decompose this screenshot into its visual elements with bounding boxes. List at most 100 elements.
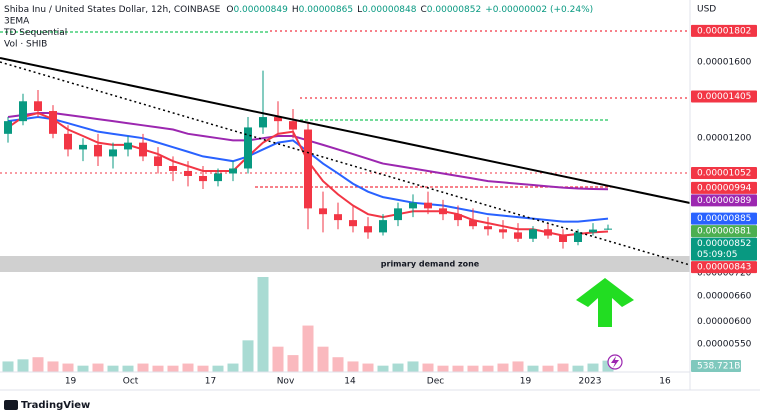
candle-body [424, 202, 432, 209]
candle-body [94, 144, 102, 157]
volume-bar [272, 346, 284, 372]
ohlc-value: 0.00000852 [427, 5, 481, 15]
x-tick-label: Oct [123, 377, 139, 387]
price-tag-label: 0.00000843 [697, 263, 751, 273]
candle-body [289, 121, 297, 130]
volume-bar [362, 363, 374, 372]
indicator-label: TD Sequential [3, 28, 67, 38]
price-tag-label: 0.00000885 [697, 214, 751, 224]
candle-body [4, 121, 12, 134]
legend-line: Shiba Inu / United States Dollar, 12h, C… [4, 5, 593, 15]
volume-bar [572, 365, 584, 372]
volume-bar [47, 361, 59, 372]
volume-bar [467, 365, 479, 372]
y-tick-label: 0.00000550 [697, 340, 752, 350]
candle-body [109, 149, 117, 157]
candle-body [229, 168, 237, 174]
x-tick-label: Nov [277, 377, 295, 387]
price-tag [691, 261, 757, 274]
candle-body [559, 235, 567, 242]
volume-bar [2, 361, 14, 372]
volume-bar [137, 363, 149, 372]
price-tag [691, 24, 757, 37]
volume-bar [377, 365, 389, 372]
candle-body [544, 229, 552, 236]
candle-body [364, 226, 372, 233]
volume-bar [317, 346, 329, 372]
candle-body [79, 144, 87, 150]
demand-zone [0, 256, 690, 272]
candle-body [319, 208, 327, 215]
price-tag-label: 0.00000881 [697, 227, 751, 237]
volume-bar [92, 363, 104, 372]
price-tag-label: 0.00001802 [697, 26, 751, 36]
price-tag [691, 194, 757, 207]
candle-body [139, 142, 147, 157]
candle-body [334, 214, 342, 221]
volume-bar [452, 365, 464, 372]
price-tag [691, 237, 757, 261]
price-tag [691, 225, 757, 238]
volume-bar [482, 365, 494, 372]
price-tag [691, 181, 757, 194]
candle-body [214, 173, 222, 182]
ohlc-value: 0.00000849 [233, 5, 288, 15]
candle-body [349, 220, 357, 227]
price-tag-label: 0.00001405 [697, 92, 751, 102]
candle-body [454, 214, 462, 221]
volume-bar [407, 361, 419, 372]
volume-tag [691, 360, 741, 372]
price-tag-label: 0.00001052 [697, 168, 751, 178]
volume-bar [242, 340, 254, 372]
candle-body [274, 117, 282, 122]
volume-bar [107, 365, 119, 372]
x-tick-label: 16 [659, 377, 671, 387]
candle-body [199, 175, 207, 182]
trend-line [0, 57, 691, 204]
x-tick-label: 14 [344, 377, 356, 387]
volume-bar [62, 363, 74, 372]
candle-body [409, 202, 417, 209]
volume-bar [332, 357, 344, 372]
brand-icon [4, 400, 18, 410]
candle-body [484, 226, 492, 230]
candle-body [604, 228, 612, 230]
volume-bar [287, 355, 299, 372]
volume-bar [422, 363, 434, 372]
y-tick-label: 0.00001600 [697, 58, 752, 68]
volume-bar [257, 277, 269, 372]
volume-bar [212, 365, 224, 372]
volume-bar [527, 365, 539, 372]
candle-body [379, 220, 387, 233]
price-tag-label: 0.00000994 [697, 183, 752, 193]
brand-text: TradingView [21, 400, 90, 411]
x-tick-label: 19 [520, 377, 532, 387]
candle-body [499, 229, 507, 233]
y-tick-label: 0.00000720 [697, 269, 752, 279]
volume-bar [512, 361, 524, 372]
candle-body [19, 101, 27, 122]
x-tick-label: 2023 [579, 377, 602, 387]
candle-body [184, 170, 192, 176]
x-tick-label: 17 [205, 377, 216, 387]
zone-label: primary demand zone [381, 260, 480, 269]
volume-bar [152, 365, 164, 372]
candle-body [589, 229, 597, 233]
candle-body [64, 133, 72, 150]
price-tag-label: 0.00000852 [697, 239, 751, 249]
price-tag [691, 90, 757, 103]
volume-bar [437, 365, 449, 372]
candle-body [154, 156, 162, 167]
volume-bar [392, 363, 404, 372]
up-arrow [576, 278, 634, 327]
ohlc-value: 0.00000865 [299, 5, 353, 15]
x-tick-label: Dec [427, 377, 444, 387]
volume-bar [182, 363, 194, 372]
ohlc-key: C [420, 5, 426, 15]
volume-bar [302, 325, 314, 372]
volume-bar [602, 360, 614, 372]
indicator-label: Vol · SHIB [4, 40, 47, 50]
candle-body [574, 232, 582, 242]
